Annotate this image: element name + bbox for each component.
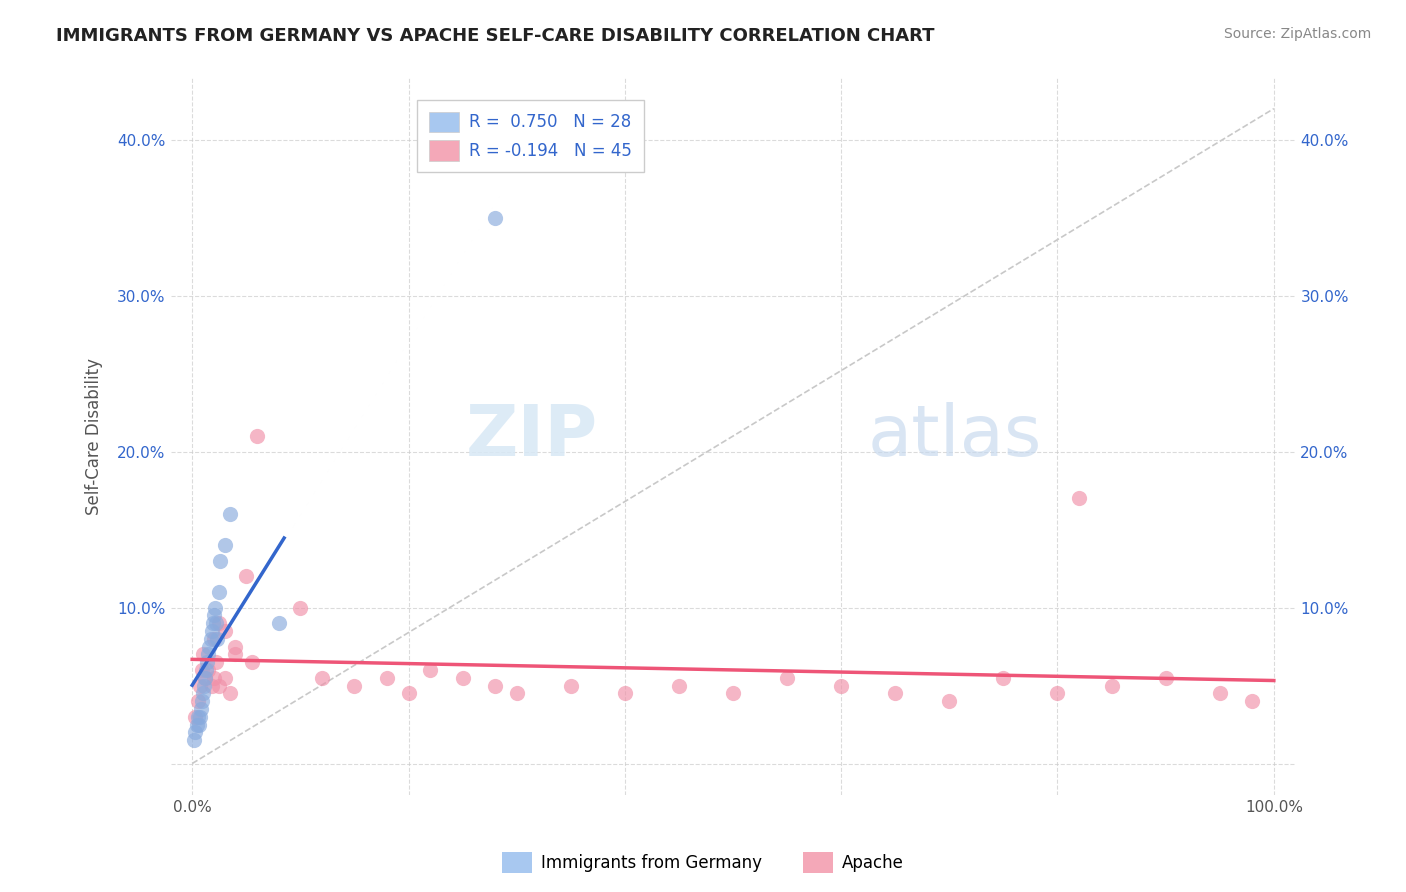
Legend: Immigrants from Germany, Apache: Immigrants from Germany, Apache <box>496 846 910 880</box>
Point <box>184 725 207 739</box>
Point <box>191 648 214 662</box>
Point <box>186 717 208 731</box>
Point <box>202 608 225 623</box>
Point <box>195 663 218 677</box>
Point <box>193 679 215 693</box>
Point <box>830 679 852 693</box>
Text: IMMIGRANTS FROM GERMANY VS APACHE SELF-CARE DISABILITY CORRELATION CHART: IMMIGRANTS FROM GERMANY VS APACHE SELF-C… <box>56 27 935 45</box>
Point <box>201 624 224 638</box>
Point <box>190 702 212 716</box>
Point <box>560 679 582 693</box>
Point <box>311 671 333 685</box>
Point <box>208 679 231 693</box>
Text: ZIP: ZIP <box>465 401 598 471</box>
Point <box>205 632 228 646</box>
Point <box>224 648 246 662</box>
Point <box>201 616 224 631</box>
Point <box>1241 694 1264 708</box>
Point <box>267 616 290 631</box>
Point <box>200 632 222 646</box>
Point <box>208 616 231 631</box>
Point <box>197 663 219 677</box>
Point <box>202 632 225 646</box>
Point <box>613 686 636 700</box>
Point <box>484 679 506 693</box>
Point <box>419 663 441 677</box>
Point <box>246 429 269 443</box>
Point <box>484 211 506 225</box>
Point <box>187 694 209 708</box>
Point <box>993 671 1015 685</box>
Point <box>194 671 217 685</box>
Point <box>451 671 474 685</box>
Point <box>205 655 228 669</box>
Point <box>776 671 799 685</box>
Point <box>201 679 224 693</box>
Point <box>884 686 907 700</box>
Text: atlas: atlas <box>868 401 1042 471</box>
Point <box>191 663 214 677</box>
Point <box>1154 671 1177 685</box>
Point <box>668 679 690 693</box>
Point <box>194 671 217 685</box>
Point <box>398 686 420 700</box>
Point <box>375 671 398 685</box>
Point <box>188 710 211 724</box>
Point <box>208 585 231 599</box>
Point <box>202 671 225 685</box>
Legend: R =  0.750   N = 28, R = -0.194   N = 45: R = 0.750 N = 28, R = -0.194 N = 45 <box>418 100 644 172</box>
Point <box>1101 679 1123 693</box>
Point <box>214 624 236 638</box>
Point <box>1069 491 1091 506</box>
Point <box>191 694 214 708</box>
Y-axis label: Self-Care Disability: Self-Care Disability <box>86 358 103 515</box>
Point <box>214 671 236 685</box>
Point <box>290 600 312 615</box>
Point <box>343 679 366 693</box>
Point <box>197 648 219 662</box>
Point <box>183 733 205 747</box>
Point <box>505 686 527 700</box>
Point <box>1209 686 1232 700</box>
Point <box>219 507 242 521</box>
Text: Source: ZipAtlas.com: Source: ZipAtlas.com <box>1223 27 1371 41</box>
Point <box>1046 686 1069 700</box>
Point <box>209 554 232 568</box>
Point <box>219 686 242 700</box>
Point <box>240 655 263 669</box>
Point <box>187 717 209 731</box>
Point <box>188 679 211 693</box>
Point <box>205 616 228 631</box>
Point <box>721 686 744 700</box>
Point <box>187 710 209 724</box>
Point <box>184 710 207 724</box>
Point <box>214 538 236 552</box>
Point <box>198 640 221 654</box>
Point <box>235 569 257 583</box>
Point <box>224 640 246 654</box>
Point <box>938 694 960 708</box>
Point <box>195 655 218 669</box>
Point <box>191 686 214 700</box>
Point <box>204 600 226 615</box>
